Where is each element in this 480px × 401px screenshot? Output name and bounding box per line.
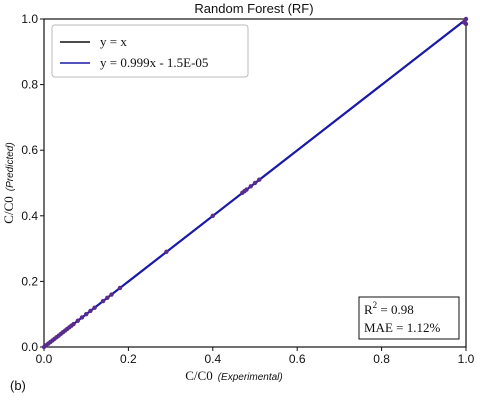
- y-tick-label: 0.8: [21, 78, 38, 92]
- data-point: [79, 315, 85, 320]
- data-point: [100, 298, 106, 304]
- axis-ticks: 0.0 0.2 0.4 0.6 0.8 1.0 0.0 0.2 0.4 0.6 0.8 1.0: [21, 12, 474, 366]
- y-axis-label-main: C/C0: [1, 196, 16, 223]
- legend: y = x y = 0.999x - 1.5E-05: [51, 24, 249, 78]
- legend-label-fit: y = 0.999x - 1.5E-05: [100, 55, 208, 70]
- data-point: [252, 180, 258, 186]
- chart-title: Random Forest (RF): [194, 1, 313, 16]
- panel-label: (b): [10, 378, 26, 393]
- y-axis-label-sub: (Predicted): [5, 142, 16, 191]
- data-point: [105, 295, 110, 300]
- y-tick-label: 0.0: [21, 340, 38, 354]
- data-point: [88, 308, 93, 314]
- r2-exponent: 2: [373, 300, 378, 310]
- x-tick-label: 0.8: [373, 352, 390, 366]
- data-point: [164, 249, 169, 255]
- data-point: [84, 312, 89, 317]
- x-tick-label: 0.2: [120, 352, 137, 366]
- mae-annotation: MAE = 1.12%: [364, 320, 440, 335]
- legend-box: [51, 24, 249, 78]
- data-points: [41, 16, 469, 350]
- stats-box: R2 = 0.98 MAE = 1.12%: [358, 296, 460, 340]
- y-axis-label: C/C0 (Predicted): [1, 142, 16, 223]
- data-point: [244, 187, 249, 192]
- plot-frame: [43, 18, 467, 348]
- data-point: [248, 184, 253, 189]
- data-point: [210, 213, 215, 218]
- stats-frame: [358, 296, 460, 340]
- x-tick-label: 0.4: [204, 352, 221, 366]
- legend-label-identity: y = x: [100, 34, 127, 49]
- data-point: [463, 21, 469, 27]
- data-point: [92, 305, 97, 310]
- data-point: [71, 321, 76, 327]
- y-tick-label: 0.2: [21, 274, 38, 288]
- x-tick-label: 0.6: [289, 352, 306, 366]
- y-tick-label: 0.4: [21, 209, 38, 223]
- data-point: [257, 177, 262, 182]
- r2-value: = 0.98: [377, 302, 414, 317]
- x-tick-label: 0.0: [36, 352, 53, 366]
- data-point: [75, 318, 80, 323]
- data-point: [463, 16, 469, 22]
- x-axis-label: C/C0 (Experimental): [185, 368, 283, 383]
- y-tick-label: 1.0: [21, 12, 38, 26]
- r2-annotation: R2 = 0.98: [364, 300, 414, 317]
- data-point: [117, 285, 123, 291]
- x-axis-label-main: C/C0: [185, 368, 212, 383]
- x-tick-label: 1.0: [458, 352, 475, 366]
- y-tick-label: 0.6: [21, 143, 38, 157]
- r2-symbol: R: [364, 302, 373, 317]
- data-point: [109, 292, 114, 297]
- x-axis-label-sub: (Experimental): [218, 372, 283, 383]
